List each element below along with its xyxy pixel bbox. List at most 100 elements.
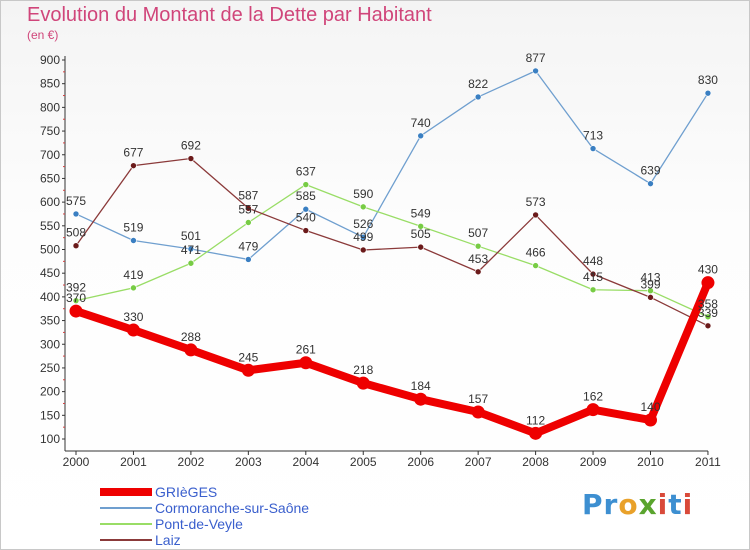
series-line bbox=[75, 183, 709, 318]
y-tick-label: 450 bbox=[40, 266, 60, 280]
y-tick-label: 500 bbox=[40, 243, 60, 257]
data-point bbox=[72, 297, 80, 304]
data-label: 519 bbox=[123, 220, 143, 234]
data-label: 448 bbox=[583, 254, 603, 268]
data-point bbox=[245, 219, 252, 226]
data-point bbox=[704, 322, 712, 330]
data-label: 157 bbox=[468, 392, 488, 406]
data-label: 639 bbox=[640, 164, 660, 178]
data-label: 430 bbox=[698, 263, 718, 277]
legend-swatch-grieges bbox=[100, 488, 152, 496]
data-label: 288 bbox=[181, 330, 201, 344]
data-point bbox=[417, 132, 425, 140]
data-label: 590 bbox=[353, 187, 373, 201]
x-tick-label: 2004 bbox=[292, 455, 319, 469]
y-tick-label: 400 bbox=[40, 290, 60, 304]
data-label: 585 bbox=[296, 189, 316, 203]
y-tick-label: 850 bbox=[40, 77, 60, 91]
x-tick-label: 2001 bbox=[120, 455, 147, 469]
data-label: 501 bbox=[181, 229, 201, 243]
data-label: 453 bbox=[468, 252, 488, 266]
data-point bbox=[130, 162, 137, 169]
data-point bbox=[647, 294, 654, 301]
x-tick-label: 2003 bbox=[235, 455, 262, 469]
legend-swatch-cormoranche bbox=[100, 507, 152, 509]
data-point bbox=[299, 356, 313, 370]
data-label: 218 bbox=[353, 363, 373, 377]
y-tick-label: 550 bbox=[40, 219, 60, 233]
data-label: 184 bbox=[411, 379, 431, 393]
data-label: 261 bbox=[296, 343, 316, 357]
legend-label: Laiz bbox=[155, 532, 181, 548]
x-tick-label: 2010 bbox=[637, 455, 664, 469]
legend-item-pont-de-veyle: Pont-de-Veyle bbox=[100, 516, 309, 532]
data-label: 399 bbox=[640, 277, 660, 291]
series-line bbox=[75, 70, 709, 261]
data-point bbox=[474, 242, 482, 250]
data-point bbox=[302, 181, 310, 188]
data-label: 466 bbox=[526, 246, 546, 260]
y-tick-label: 350 bbox=[40, 314, 60, 328]
data-point bbox=[241, 363, 255, 377]
data-label: 877 bbox=[526, 51, 546, 65]
data-point bbox=[69, 304, 83, 318]
y-tick-label: 100 bbox=[40, 432, 60, 446]
data-label: 505 bbox=[411, 227, 431, 241]
data-label: 392 bbox=[66, 281, 86, 295]
data-label: 415 bbox=[583, 270, 603, 284]
data-point bbox=[704, 89, 712, 97]
x-tick-label: 2002 bbox=[178, 455, 205, 469]
data-point bbox=[130, 284, 137, 292]
data-label: 508 bbox=[66, 226, 86, 240]
data-point bbox=[701, 276, 715, 290]
data-label: 471 bbox=[181, 243, 201, 257]
data-point bbox=[474, 93, 482, 101]
data-point bbox=[417, 243, 425, 251]
x-tick-label: 2011 bbox=[695, 455, 721, 469]
data-point bbox=[359, 203, 367, 211]
data-point bbox=[187, 155, 195, 162]
data-label: 507 bbox=[468, 226, 488, 240]
y-tick-label: 700 bbox=[40, 148, 60, 162]
data-label: 245 bbox=[238, 350, 258, 364]
data-label: 740 bbox=[411, 116, 431, 130]
y-tick-label: 750 bbox=[40, 124, 60, 138]
legend-label: Pont-de-Veyle bbox=[155, 516, 243, 532]
x-tick-label: 2008 bbox=[522, 455, 549, 469]
data-point bbox=[589, 270, 597, 278]
data-label: 587 bbox=[238, 188, 258, 202]
data-label: 573 bbox=[526, 195, 546, 209]
legend-item-laiz: Laiz bbox=[100, 532, 309, 548]
data-point bbox=[245, 256, 252, 263]
data-label: 358 bbox=[698, 297, 718, 311]
data-point bbox=[72, 210, 80, 218]
chart-unit-label: (en €) bbox=[27, 28, 59, 42]
chart-title: Evolution du Montant de la Dette par Hab… bbox=[27, 4, 432, 26]
data-label: 540 bbox=[296, 211, 316, 225]
data-label: 692 bbox=[181, 139, 201, 153]
y-tick-label: 150 bbox=[40, 408, 60, 422]
proxiti-logo: Proxiti bbox=[582, 488, 694, 521]
data-label: 162 bbox=[583, 390, 603, 404]
data-point bbox=[359, 246, 367, 254]
series-line bbox=[74, 281, 712, 438]
data-point bbox=[245, 204, 252, 212]
data-point bbox=[187, 259, 195, 267]
data-label: 499 bbox=[353, 230, 373, 244]
y-tick-label: 200 bbox=[40, 385, 60, 399]
data-label: 330 bbox=[123, 310, 143, 324]
x-tick-label: 2005 bbox=[350, 455, 377, 469]
x-tick-label: 2009 bbox=[580, 455, 607, 469]
data-label: 677 bbox=[123, 146, 143, 160]
data-point bbox=[529, 426, 543, 440]
y-tick-label: 300 bbox=[40, 337, 60, 351]
data-point bbox=[359, 233, 367, 241]
data-point bbox=[532, 262, 539, 269]
x-tick-label: 2000 bbox=[63, 455, 90, 469]
data-point bbox=[647, 287, 654, 295]
legend-item-cormoranche: Cormoranche-sur-Saône bbox=[100, 500, 309, 516]
data-point bbox=[474, 268, 482, 276]
legend-item-grieges: GRIèGES bbox=[100, 484, 309, 500]
